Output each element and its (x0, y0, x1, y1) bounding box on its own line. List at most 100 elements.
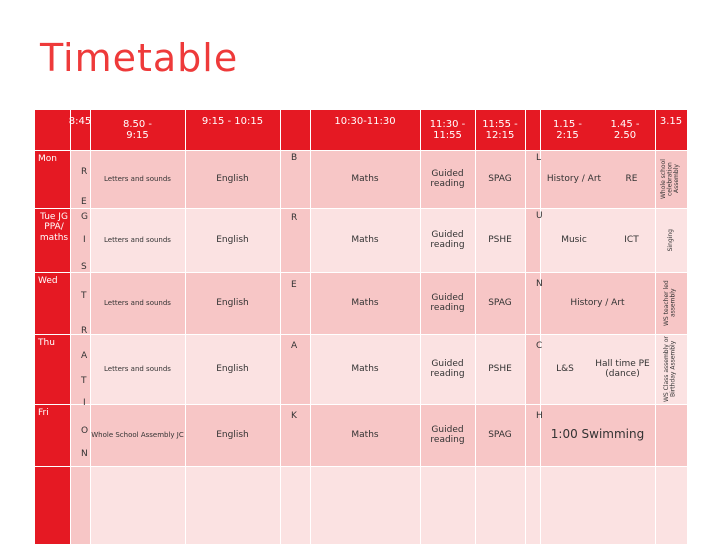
gridline (35, 272, 687, 273)
registration-letter: I (83, 398, 86, 408)
gridline (70, 110, 71, 544)
thu-assembly-text: WS Class assembly or Birthday Assembly (663, 336, 677, 402)
thu-english: English (185, 334, 280, 404)
header-time-315: 3.15 (655, 110, 687, 150)
gridline (35, 208, 687, 209)
header-time-1130: 11:30 - 11:55 (420, 110, 475, 150)
header-corner (35, 110, 70, 150)
wed-assembly-text: WS teacher led assembly (663, 280, 677, 326)
fri-english: English (185, 404, 280, 466)
gridline (35, 334, 687, 335)
thu-maths: Maths (310, 334, 420, 404)
thu-letters-sounds: Letters and sounds (90, 334, 185, 404)
gridline (525, 110, 526, 544)
tue-english: English (185, 208, 280, 272)
break-letter: R (291, 213, 298, 223)
lunch-letter: U (536, 211, 543, 221)
registration-letter: R (81, 326, 88, 336)
mon-re: RE (608, 150, 655, 208)
header-time-145: 1.45 - 2.50 (595, 110, 655, 150)
registration-letter: T (81, 291, 87, 301)
fri-swimming: 1:00 Swimming (540, 404, 655, 466)
registration-letter: R (81, 167, 88, 177)
gridline (540, 110, 541, 544)
gridline (475, 110, 476, 544)
header-time-850-end: 9:15 (126, 130, 149, 141)
tue-maths: Maths (310, 208, 420, 272)
day-friday: Fri (35, 404, 70, 544)
gridline (655, 110, 656, 544)
mon-history-art: History / Art (540, 150, 608, 208)
day-monday: Mon (35, 150, 70, 208)
fri-late (655, 404, 687, 466)
gridline (185, 110, 186, 544)
gridline (35, 466, 687, 467)
mon-letters-sounds: Letters and sounds (90, 150, 185, 208)
lunch-letter: N (536, 279, 543, 289)
header-time-845: 8:45 (69, 110, 91, 150)
wed-assembly: WS teacher led assembly (655, 272, 687, 334)
lunch-letter: C (536, 341, 543, 351)
gridline (35, 150, 687, 151)
tue-guided-reading: Guided reading (420, 208, 475, 272)
wed-english: English (185, 272, 280, 334)
tue-singing-text: Singing (666, 228, 674, 252)
registration-letter: O (81, 426, 89, 436)
header-lunch (525, 110, 540, 150)
header-time-115-start: 1.15 - (552, 118, 583, 130)
gridline (310, 110, 311, 544)
header-time-145-start: 1.45 - (610, 118, 640, 130)
gridline (420, 110, 421, 544)
registration-column (70, 150, 90, 544)
lunch-column (525, 150, 540, 544)
wed-maths: Maths (310, 272, 420, 334)
header-time-850: 8.50 - 9:15 (90, 110, 185, 150)
registration-letter: E (81, 197, 87, 207)
registration-letter: S (81, 262, 87, 272)
registration-letter: I (83, 235, 86, 245)
lunch-letter: L (536, 153, 542, 163)
header-time-1155-end: 12:15 (485, 130, 515, 141)
mon-assembly-text: Whole school celebration Assembly (660, 159, 681, 199)
fri-spag: SPAG (475, 404, 525, 466)
wed-spag: SPAG (475, 272, 525, 334)
tue-letters-sounds: Letters and sounds (90, 208, 185, 272)
tue-pshe: PSHE (475, 208, 525, 272)
registration-letter: N (81, 449, 88, 459)
break-letter: E (291, 280, 297, 290)
day-tuesday: Tue JG PPA/ maths (35, 208, 70, 272)
break-letter: B (291, 153, 298, 163)
header-time-115-end: 2:15 (556, 130, 579, 141)
empty-area (90, 466, 687, 544)
header-time-1130-end: 11:55 (433, 130, 462, 141)
day-thursday: Thu (35, 334, 70, 404)
registration-letter: T (81, 376, 87, 386)
thu-pshe: PSHE (475, 334, 525, 404)
fri-whole-school-assembly: Whole School Assembly JC (90, 404, 185, 466)
thu-assembly: WS Class assembly or Birthday Assembly (655, 334, 687, 404)
header-break (280, 110, 310, 150)
day-wednesday: Wed (35, 272, 70, 334)
header-time-1155-start: 11:55 - (482, 118, 518, 130)
break-letter: K (291, 411, 297, 421)
header-time-145-end: 2.50 (613, 130, 637, 141)
thu-hall-time-pe: Hall time PE (dance) (590, 334, 655, 404)
wed-guided-reading: Guided reading (420, 272, 475, 334)
mon-english: English (185, 150, 280, 208)
break-letter: A (291, 341, 298, 351)
gridline (90, 110, 91, 544)
wed-letters-sounds: Letters and sounds (90, 272, 185, 334)
registration-letter: G (81, 212, 88, 222)
mon-guided-reading: Guided reading (420, 150, 475, 208)
tue-music: Music (540, 208, 608, 272)
page-title: Timetable (40, 36, 239, 80)
registration-letter: A (81, 351, 88, 361)
fri-maths: Maths (310, 404, 420, 466)
header-time-915: 9:15 - 10:15 (185, 110, 280, 150)
fri-guided-reading: Guided reading (420, 404, 475, 466)
mon-assembly: Whole school celebration Assembly (655, 150, 687, 208)
wed-history-art: History / Art (540, 272, 655, 334)
mon-maths: Maths (310, 150, 420, 208)
gridline (35, 404, 687, 405)
mon-spag: SPAG (475, 150, 525, 208)
